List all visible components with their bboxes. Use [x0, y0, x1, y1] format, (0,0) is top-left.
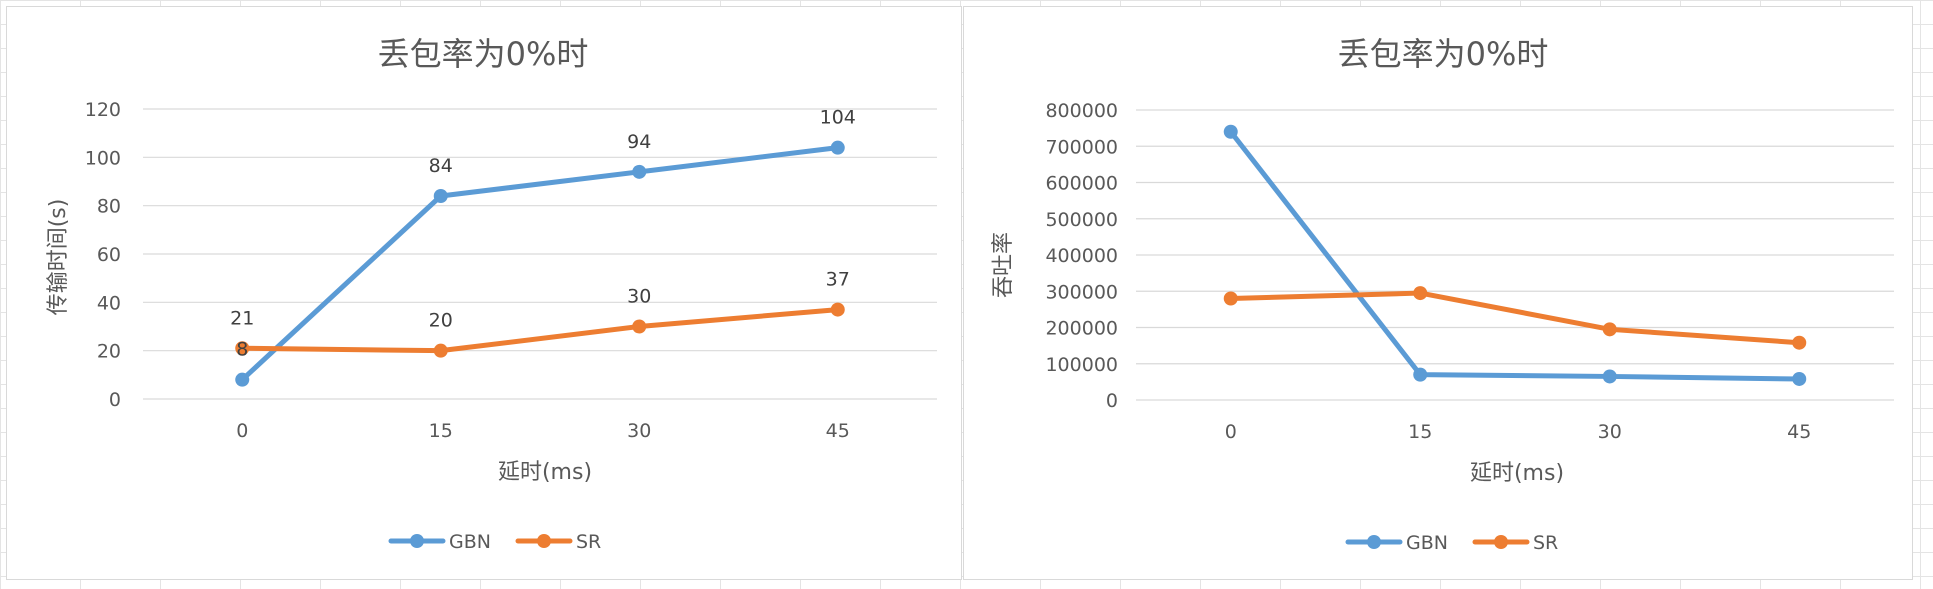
- y-tick-label: 500000: [1045, 209, 1118, 231]
- y-tick-label: 100000: [1045, 354, 1118, 376]
- y-tick-label: 600000: [1045, 173, 1118, 195]
- data-point-gbn: [1792, 371, 1807, 386]
- data-label-gbn: 104: [820, 107, 856, 129]
- y-tick-label: 700000: [1045, 136, 1118, 158]
- data-label-sr: 30: [627, 286, 651, 308]
- y-tick-label: 60: [97, 244, 121, 266]
- y-tick-label: 80: [97, 196, 121, 218]
- y-tick-label: 300000: [1045, 281, 1118, 303]
- data-point-sr: [1602, 322, 1617, 337]
- x-axis-title: 延时(ms): [498, 460, 592, 485]
- chart-throughput[interactable]: 丢包率为0%时 吞吐率 延时(ms) 0 100000 200000 300000 40…: [963, 6, 1913, 580]
- legend-label-gbn: GBN: [449, 531, 491, 553]
- data-label-sr: 21: [230, 307, 254, 329]
- plot-area: 0 100000 200000 300000 400000 500000 600000 700…: [1045, 100, 1894, 443]
- data-point-sr: [632, 319, 647, 334]
- data-point-gbn: [830, 140, 845, 155]
- legend-label-sr: SR: [1533, 532, 1558, 554]
- data-point-sr: [1792, 335, 1807, 350]
- legend: GBN SR: [388, 531, 601, 553]
- legend-label-sr: SR: [576, 531, 601, 553]
- x-tick-label: 15: [429, 420, 453, 442]
- data-point-sr: [830, 302, 845, 317]
- series-line-gbn: [239, 145, 841, 383]
- chart-canvas: 丢包率为0%时 传输时间(s) 延时(ms) 0 20 40 60 80 100 120 0 1…: [46, 35, 937, 553]
- y-tick-label: 0: [109, 389, 121, 411]
- legend-marker-gbn: [1367, 535, 1381, 549]
- legend: GBN SR: [1345, 532, 1558, 554]
- y-tick-label: 100: [85, 147, 121, 169]
- data-label-gbn: 84: [429, 155, 453, 177]
- x-tick-label: 15: [1408, 421, 1432, 443]
- data-point-sr: [433, 343, 448, 358]
- x-tick-label: 0: [236, 420, 248, 442]
- x-tick-label: 45: [826, 420, 850, 442]
- legend-marker-gbn: [410, 534, 424, 548]
- series-line-sr: [239, 307, 841, 354]
- legend-marker-sr: [1494, 535, 1508, 549]
- data-point-gbn: [433, 189, 448, 203]
- x-tick-label: 30: [627, 420, 651, 442]
- data-point-sr: [1413, 286, 1428, 301]
- data-point-gbn: [1223, 124, 1238, 139]
- series-line-sr: [1228, 290, 1802, 346]
- data-label-sr: 37: [826, 269, 850, 291]
- y-tick-label: 200000: [1045, 318, 1118, 340]
- chart-title: 丢包率为0%时: [378, 35, 589, 73]
- y-tick-label: 400000: [1045, 245, 1118, 267]
- chart-title: 丢包率为0%时: [1338, 35, 1549, 73]
- y-tick-label: 20: [97, 341, 121, 363]
- data-point-sr: [1223, 291, 1238, 306]
- y-axis-title: 吞吐率: [991, 232, 1016, 298]
- plot-area: 0 20 40 60 80 100 120 0 15 30 45 8 84 94 104 21 20 30 37: [85, 99, 937, 442]
- data-point-gbn: [235, 372, 250, 387]
- data-point-gbn: [632, 164, 647, 179]
- chart-transmission-time[interactable]: 丢包率为0%时 传输时间(s) 延时(ms) 0 20 40 60 80 100 120 0 1…: [6, 6, 962, 580]
- data-point-gbn: [1413, 367, 1428, 382]
- data-point-gbn: [1602, 369, 1617, 384]
- y-tick-label: 800000: [1045, 100, 1118, 122]
- legend-label-gbn: GBN: [1406, 532, 1448, 554]
- x-tick-label: 45: [1787, 421, 1811, 443]
- data-label-gbn: 8: [236, 339, 248, 361]
- y-tick-label: 0: [1106, 390, 1118, 412]
- data-label-sr: 20: [429, 310, 453, 332]
- x-tick-label: 0: [1225, 421, 1237, 443]
- y-tick-label: 120: [85, 99, 121, 121]
- y-tick-label: 40: [97, 292, 121, 314]
- data-label-gbn: 94: [627, 131, 651, 153]
- x-axis-title: 延时(ms): [1470, 461, 1564, 486]
- chart-canvas: 丢包率为0%时 吞吐率 延时(ms) 0 100000 200000 300000 40…: [991, 35, 1894, 554]
- y-axis-title: 传输时间(s): [46, 199, 71, 316]
- data-point-sr: [235, 341, 250, 356]
- series-line-gbn: [1228, 129, 1802, 382]
- x-tick-label: 30: [1598, 421, 1622, 443]
- legend-marker-sr: [537, 534, 551, 548]
